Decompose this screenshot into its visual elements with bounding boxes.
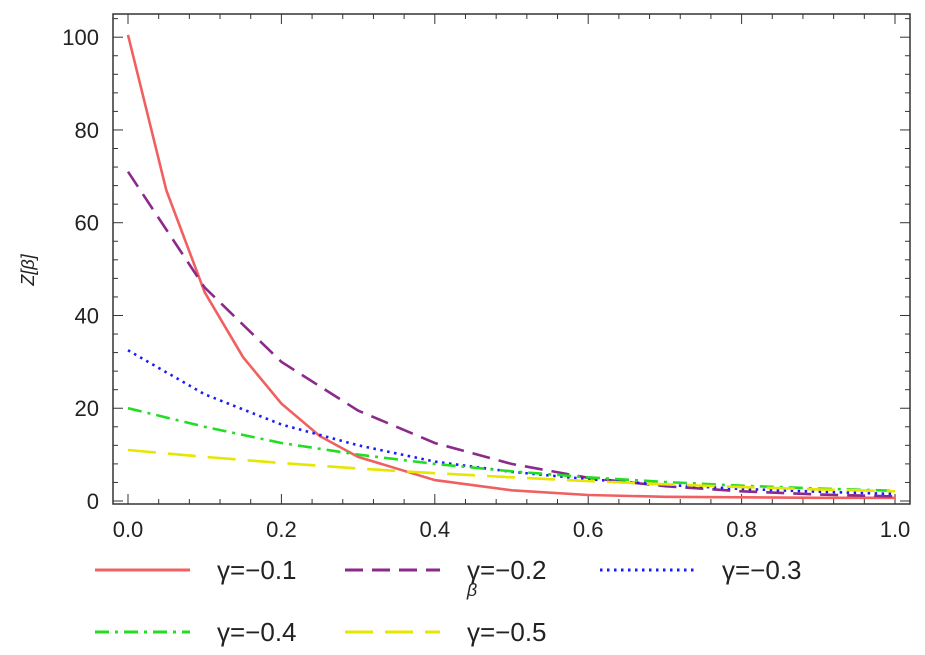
x-tick-labels: 0.0 0.2 0.4 0.6 0.8 1.0 — [113, 517, 911, 542]
x-tick-label: 1.0 — [880, 517, 911, 542]
y-axis-title: Z[β] — [18, 253, 38, 286]
y-tick-label: 60 — [75, 211, 99, 236]
legend-label-4: γ=−0.4 — [217, 617, 297, 647]
y-tick-label: 0 — [87, 489, 99, 514]
x-tick-label: 0.8 — [726, 517, 757, 542]
x-tick-label: 0.2 — [266, 517, 297, 542]
series-lines — [126, 34, 896, 500]
series-line-1 — [126, 34, 895, 500]
legend-label-2: γ=−0.2 — [467, 555, 547, 585]
series-line-2 — [126, 170, 896, 498]
y-tick-label: 40 — [75, 303, 99, 328]
x-tick-label: 0.6 — [573, 517, 604, 542]
y-tick-labels: 0 20 40 60 80 100 — [62, 25, 99, 514]
y-tick-label: 20 — [75, 396, 99, 421]
legend-label-5: γ=−0.5 — [467, 617, 547, 647]
legend-label-3: γ=−0.3 — [722, 555, 802, 585]
legend-label-1: γ=−0.1 — [217, 555, 297, 585]
x-axis-title: β — [466, 580, 477, 600]
series-line-5 — [127, 448, 896, 493]
y-tick-label: 80 — [75, 118, 99, 143]
x-tick-label: 0.4 — [420, 517, 451, 542]
plot-frame — [112, 13, 911, 505]
x-tick-label: 0.0 — [113, 517, 144, 542]
legend: γ=−0.1 γ=−0.2 γ=−0.3 γ=−0.4 γ=−0.5 — [95, 555, 802, 647]
axis-ticks — [113, 14, 910, 504]
y-tick-label: 100 — [62, 25, 99, 50]
